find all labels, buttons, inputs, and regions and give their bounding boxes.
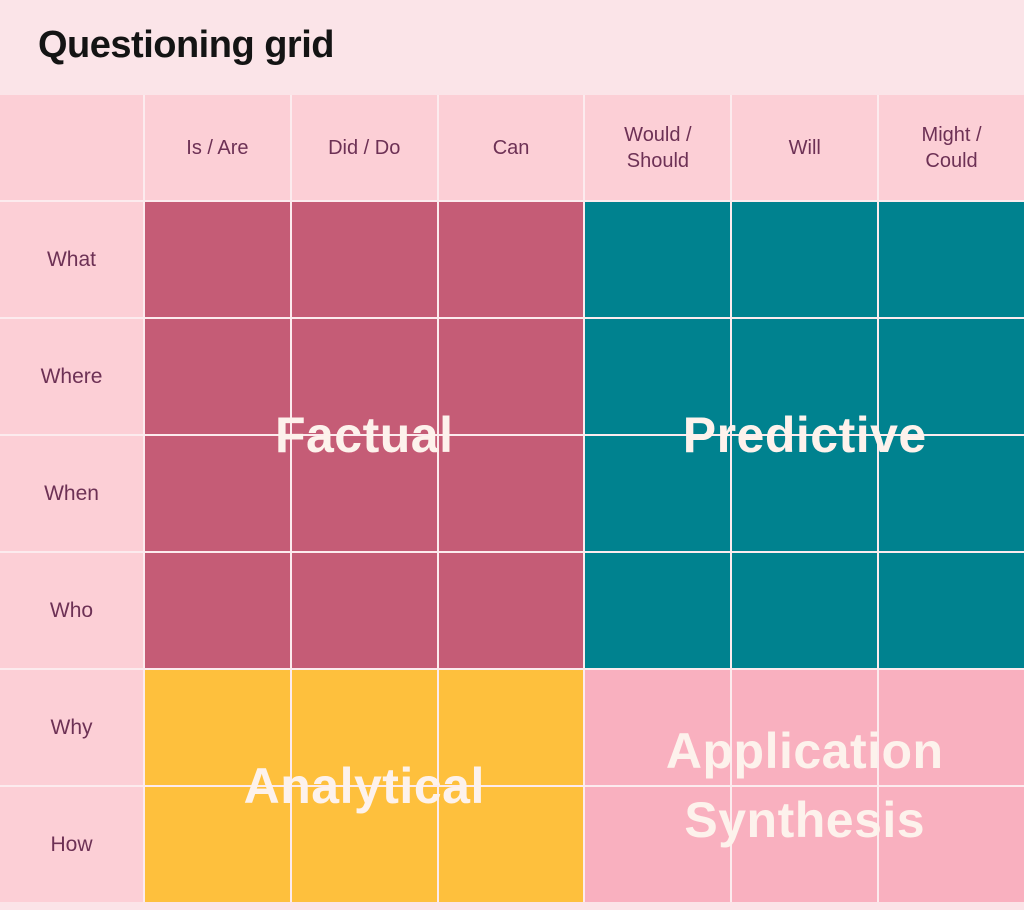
- grid-cell: [585, 202, 731, 317]
- grid-cell: [879, 319, 1024, 434]
- grid-cell: [585, 670, 731, 785]
- column-header-is-are: Is / Are: [145, 95, 290, 200]
- grid-cell: [732, 670, 878, 785]
- grid-cell: [438, 202, 584, 317]
- column-header-did-do: Did / Do: [291, 95, 437, 200]
- row-header-who: Who: [0, 553, 143, 668]
- quadrant-factual: Factual: [145, 202, 584, 668]
- grid-cell: [879, 787, 1024, 902]
- grid-cell: [732, 787, 878, 902]
- grid-cell: [585, 436, 731, 551]
- grid-cell: [291, 436, 437, 551]
- grid-cell: [585, 319, 731, 434]
- grid-cell: [145, 787, 290, 902]
- grid-cell: [585, 787, 731, 902]
- grid-cell: [291, 319, 437, 434]
- grid-cell: [291, 787, 437, 902]
- grid-cell: [291, 202, 437, 317]
- grid-cell: [732, 436, 878, 551]
- grid-cell: [585, 553, 731, 668]
- grid-cell: [438, 553, 584, 668]
- corner-cell: [0, 95, 143, 200]
- grid-cell: [732, 202, 878, 317]
- grid-cell: [438, 436, 584, 551]
- page-title: Questioning grid: [38, 24, 334, 66]
- quadrant-application-synthesis: Application Synthesis: [585, 670, 1024, 902]
- grid-cell: [145, 202, 290, 317]
- grid-cell: [145, 436, 290, 551]
- column-header-can: Can: [438, 95, 584, 200]
- column-header-will: Will: [732, 95, 878, 200]
- grid-cell: [879, 553, 1024, 668]
- grid-cell: [879, 436, 1024, 551]
- questioning-grid: Is / Are Did / Do Can Would / Should Wil…: [0, 95, 1024, 902]
- grid-cell: [291, 670, 437, 785]
- row-header-when: When: [0, 436, 143, 551]
- grid-cell: [438, 319, 584, 434]
- grid-cell: [291, 553, 437, 668]
- row-header-what: What: [0, 202, 143, 317]
- row-header-how: How: [0, 787, 143, 902]
- grid-cell: [732, 553, 878, 668]
- quadrant-analytical: Analytical: [145, 670, 584, 902]
- grid-cell: [145, 670, 290, 785]
- row-header-where: Where: [0, 319, 143, 434]
- grid-cell: [145, 553, 290, 668]
- grid-cell: [879, 202, 1024, 317]
- column-header-might-could: Might / Could: [879, 95, 1024, 200]
- grid-cell: [438, 670, 584, 785]
- quadrant-predictive: Predictive: [585, 202, 1024, 668]
- grid-cell: [145, 319, 290, 434]
- grid-cell: [879, 670, 1024, 785]
- column-header-would-should: Would / Should: [585, 95, 731, 200]
- row-header-why: Why: [0, 670, 143, 785]
- grid-cell: [732, 319, 878, 434]
- grid-cell: [438, 787, 584, 902]
